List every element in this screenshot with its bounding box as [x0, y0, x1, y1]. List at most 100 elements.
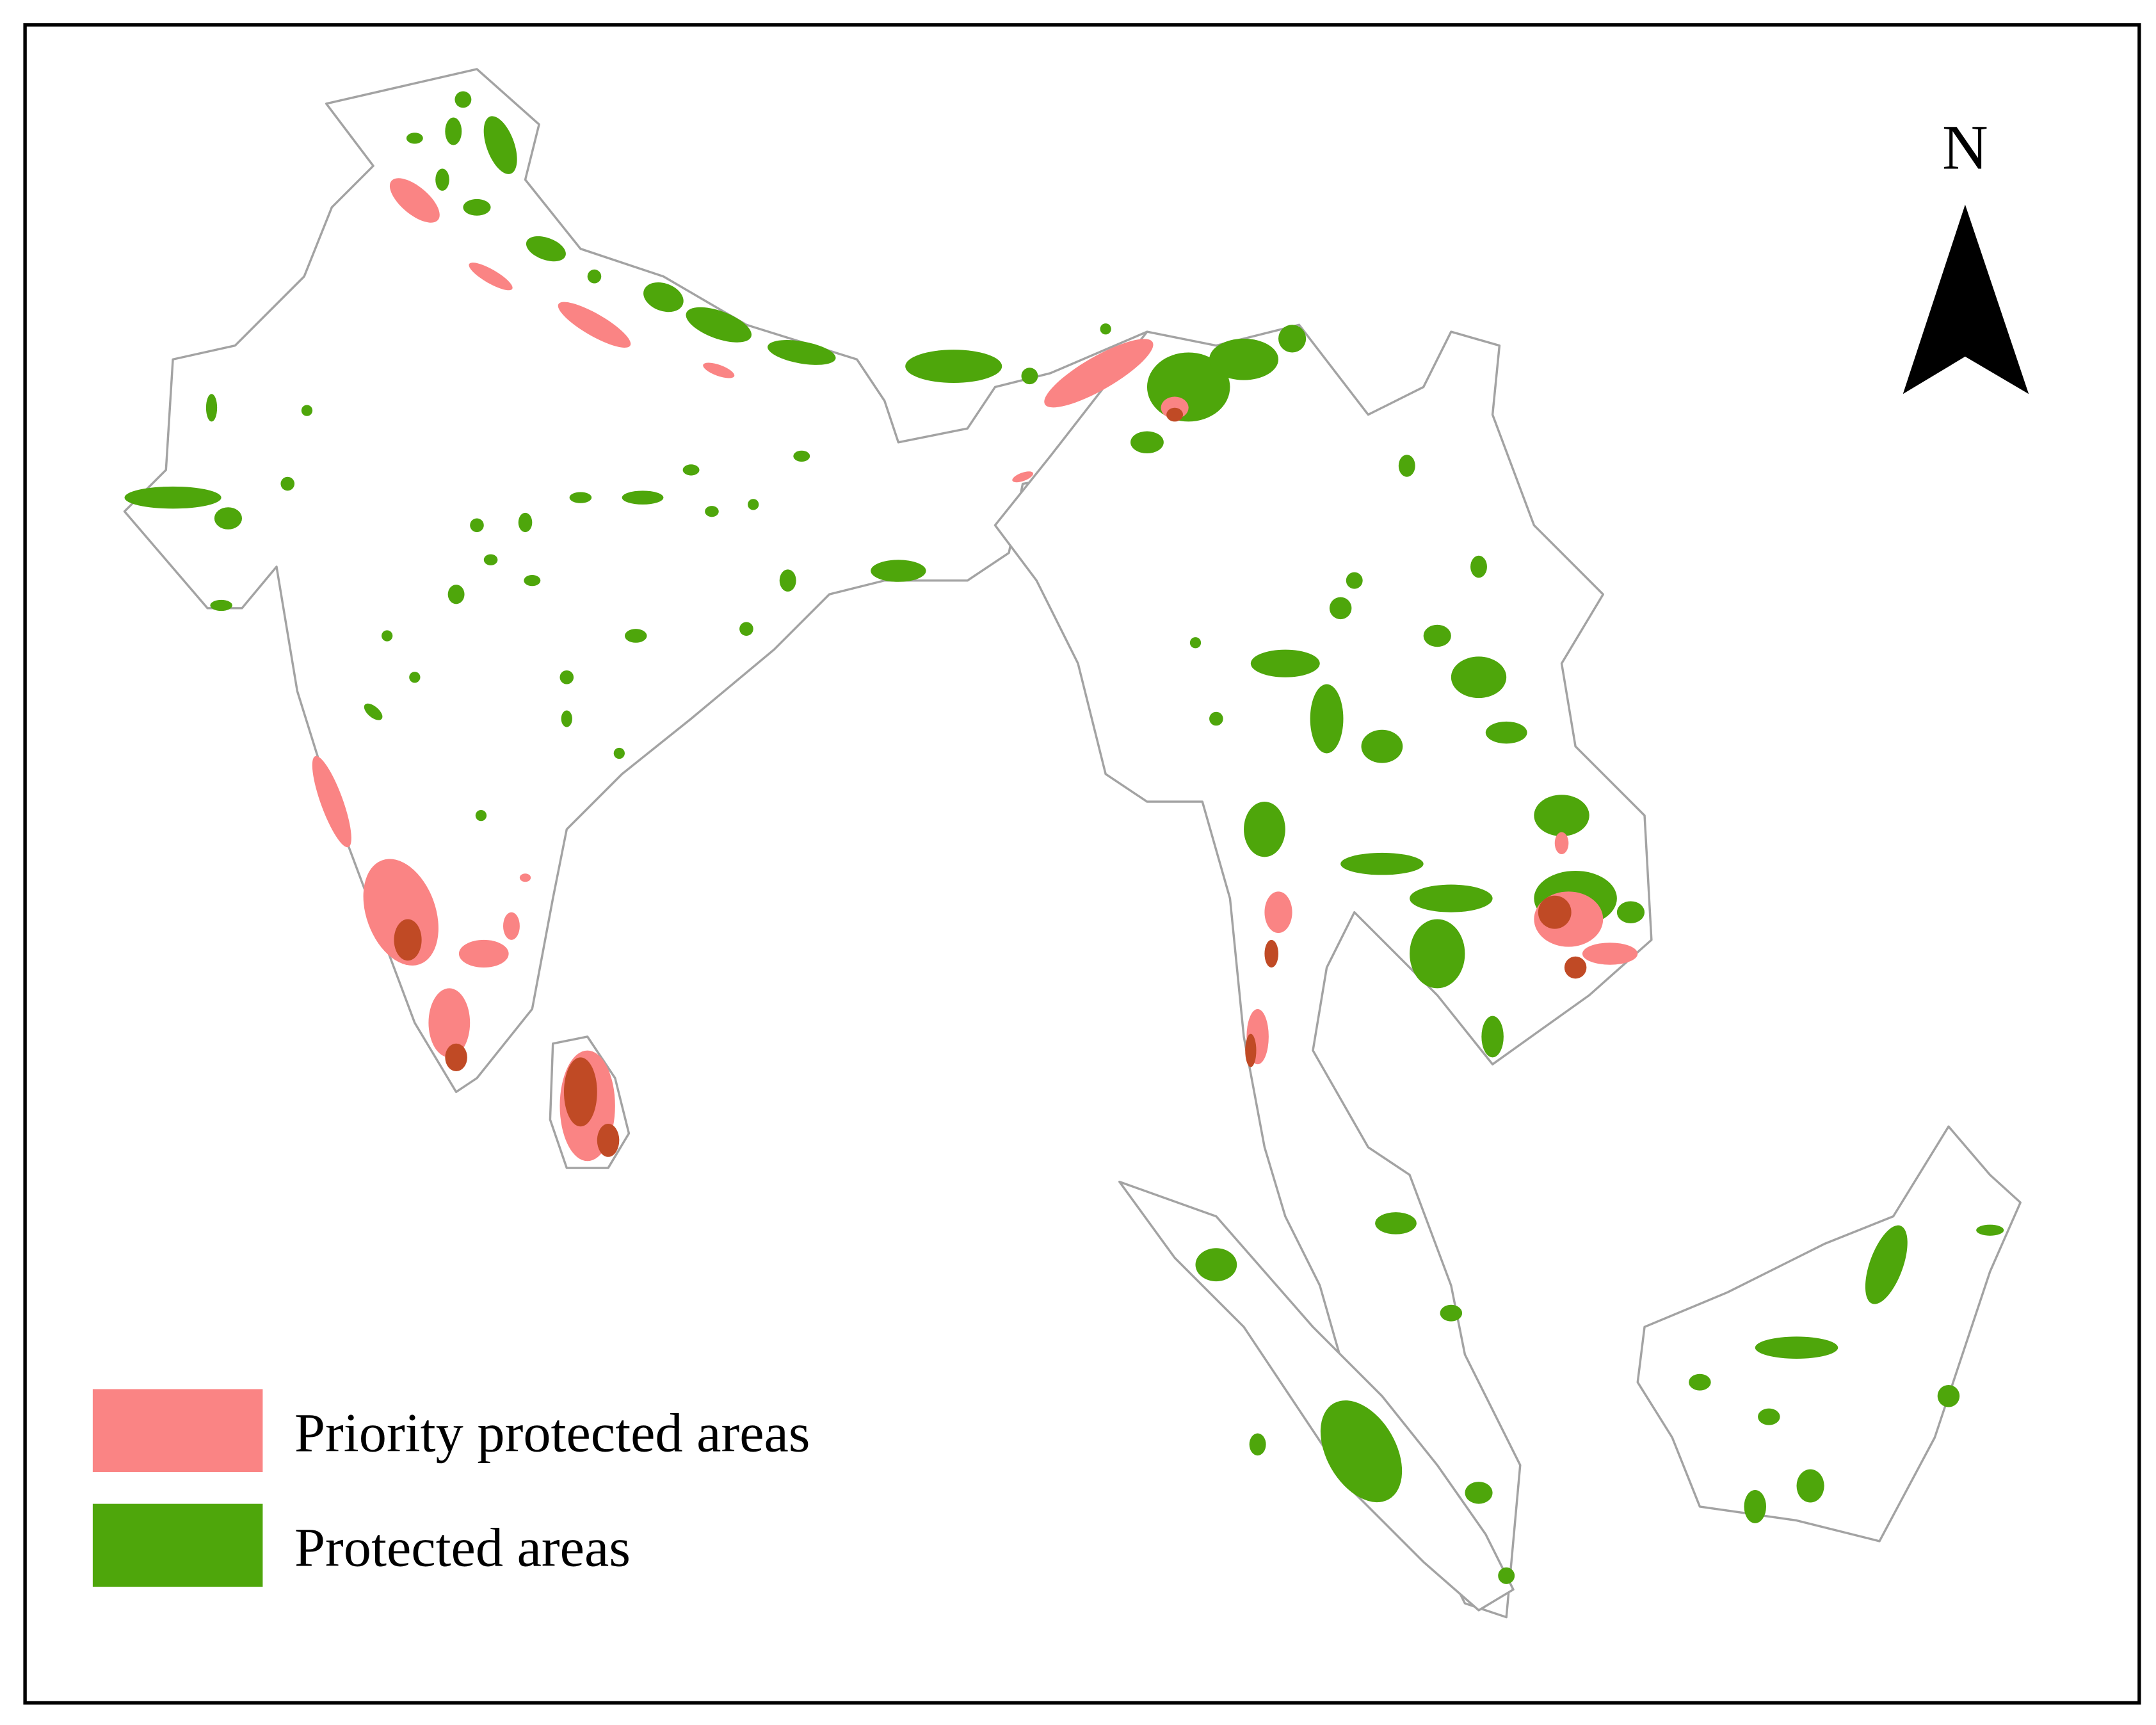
protected-area: [1361, 729, 1403, 763]
north-label: N: [1942, 113, 1988, 182]
protected-area: [569, 492, 592, 503]
overlap-area: [445, 1043, 467, 1071]
protected-area: [1485, 721, 1527, 744]
protected-area: [435, 168, 449, 191]
protected-area: [779, 569, 796, 592]
protected-area: [686, 307, 752, 343]
protected-area: [682, 464, 700, 476]
protected-area: [1865, 1225, 1908, 1304]
mainland-southeast-asia: [994, 323, 1653, 1619]
protected-area: [624, 629, 647, 643]
protected-area: [364, 703, 383, 720]
protected-area: [1100, 323, 1111, 335]
legend-label: Priority protected areas: [294, 1402, 810, 1464]
india: [123, 68, 1204, 1094]
priority-protected-area: [458, 939, 509, 968]
priority-protected-area: [1554, 832, 1569, 855]
protected-area: [210, 599, 232, 611]
protected-area: [382, 630, 393, 642]
protected-area: [1755, 1336, 1838, 1359]
protected-area: [1470, 555, 1487, 578]
protected-area: [559, 670, 574, 684]
protected-area: [561, 710, 572, 727]
protected-area: [406, 133, 423, 144]
protected-area: [280, 476, 295, 491]
protected-area: [1423, 624, 1451, 647]
protected-area: [905, 350, 1002, 383]
overlap-area: [1245, 1033, 1257, 1067]
borneo: [1636, 1125, 2022, 1543]
legend-label: Protected areas: [294, 1517, 631, 1578]
frame: [23, 23, 2141, 1705]
overlap-area: [597, 1123, 620, 1157]
protected-area: [1310, 684, 1344, 754]
protected-area: [470, 518, 484, 533]
protected-area: [1744, 1490, 1767, 1523]
protected-area: [124, 486, 221, 509]
protected-area: [1410, 919, 1465, 989]
protected-area: [409, 672, 421, 683]
legend-swatch: [92, 1389, 263, 1472]
protected-area: [1796, 1469, 1824, 1503]
protected-area: [301, 405, 313, 416]
protected-area: [1758, 1408, 1780, 1425]
protected-area: [1320, 1400, 1403, 1503]
protected-area: [445, 117, 462, 145]
protected-area: [739, 622, 753, 636]
protected-area: [613, 747, 625, 759]
priority-protected-area: [1264, 891, 1292, 934]
north-arrow: N: [1903, 113, 2029, 394]
priority-protected-area: [703, 362, 735, 378]
protected-area: [526, 236, 566, 262]
protected-area: [768, 340, 836, 365]
priority-protected-area: [519, 873, 531, 882]
protected-area: [1329, 597, 1352, 620]
protected-area: [1278, 325, 1307, 353]
protected-area: [214, 507, 243, 530]
priority-protected-area: [428, 988, 471, 1058]
protected-area: [483, 554, 498, 565]
protected-area: [524, 575, 541, 587]
protected-area: [1209, 711, 1223, 726]
overlap-area: [1166, 407, 1184, 422]
protected-area: [205, 394, 218, 422]
protected-area: [1689, 1373, 1711, 1391]
legend: Priority protected areas Protected areas: [92, 1389, 810, 1587]
priority-protected-area: [389, 178, 440, 223]
protected-area: [622, 490, 664, 505]
priority-protected-area: [469, 263, 513, 291]
protected-area: [1481, 1016, 1504, 1058]
north-arrow-shape: [1903, 204, 2029, 394]
overlap-area: [1564, 956, 1587, 979]
legend-swatch: [92, 1503, 263, 1587]
protected-area: [1498, 1567, 1515, 1584]
protected-area: [455, 91, 472, 108]
protected-area: [475, 809, 487, 822]
protected-area: [1451, 656, 1507, 699]
sumatra: [1118, 1180, 1515, 1612]
protected-area: [447, 585, 465, 604]
overlap-area: [1264, 939, 1279, 968]
protected-area: [1976, 1224, 2004, 1236]
protected-area: [1021, 368, 1038, 385]
protected-area: [748, 499, 759, 510]
protected-area: [518, 512, 533, 533]
overlap-area: [1538, 895, 1572, 929]
protected-area: [1189, 637, 1202, 649]
protected-area: [1209, 338, 1279, 380]
land: [123, 68, 2022, 1619]
protected-area-layer: [124, 91, 2004, 1584]
protected-area: [1410, 884, 1493, 912]
protected-area: [643, 282, 684, 312]
protected-area: [463, 198, 491, 216]
overlap-area: [394, 919, 422, 961]
protected-area: [1340, 852, 1424, 875]
priority-protected-area: [1044, 339, 1154, 408]
protected-area: [1375, 1212, 1417, 1235]
protected-area: [1616, 901, 1645, 923]
protected-area: [483, 116, 517, 174]
priority-protected-area: [503, 912, 520, 940]
protected-area: [1398, 455, 1415, 477]
